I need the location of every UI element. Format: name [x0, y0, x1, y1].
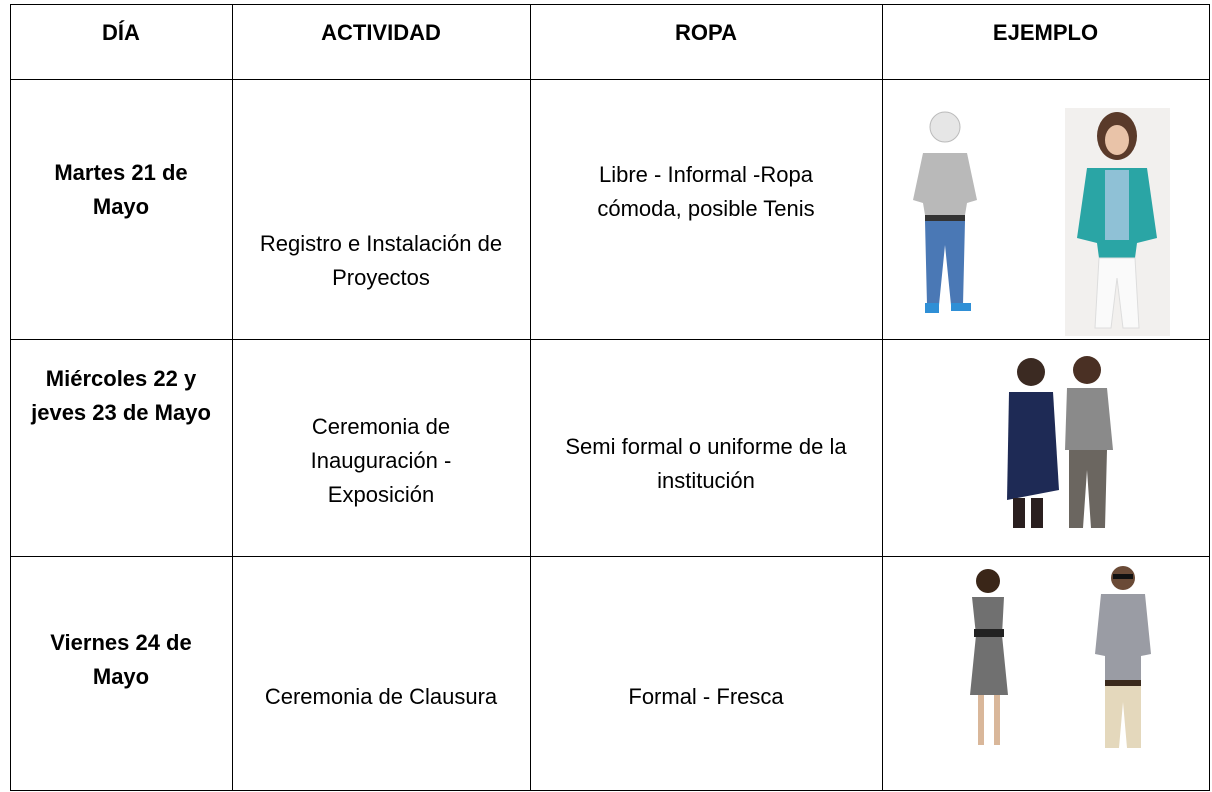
- header-text: EJEMPLO: [992, 20, 1099, 45]
- header-cell: ROPA: [530, 16, 882, 50]
- day-cell: Miércoles 22 y jeves 23 de Mayo: [10, 362, 232, 430]
- example-image: [1007, 356, 1113, 528]
- border: [232, 4, 233, 791]
- border: [882, 4, 883, 791]
- cell-text: institución: [657, 468, 755, 493]
- cell-text: Viernes 24 de: [50, 630, 192, 655]
- header-text: DÍA: [102, 20, 140, 45]
- activity-cell: Ceremonia de Clausura: [232, 680, 530, 714]
- border: [530, 4, 531, 791]
- border: [10, 556, 1210, 557]
- clothing-cell: Semi formal o uniforme de la institución: [530, 430, 882, 498]
- border: [10, 339, 1210, 340]
- header-text: ACTIVIDAD: [321, 20, 441, 45]
- activity-cell: Registro e Instalación de Proyectos: [232, 227, 530, 295]
- cell-text: Inauguración -: [310, 448, 452, 473]
- border: [10, 4, 11, 791]
- cell-text: Formal - Fresca: [628, 684, 784, 709]
- cell-text: Mayo: [92, 664, 150, 689]
- clothing-cell: Libre - Informal -Ropa cómoda, posible T…: [530, 158, 882, 226]
- cell-text: Ceremonia de: [311, 414, 451, 439]
- header-cell: ACTIVIDAD: [232, 16, 530, 50]
- cell-text: Libre - Informal -Ropa: [599, 162, 813, 187]
- day-cell: Martes 21 de Mayo: [10, 156, 232, 224]
- cell-text: Mayo: [92, 194, 150, 219]
- border: [1209, 4, 1210, 791]
- header-text: ROPA: [675, 20, 737, 45]
- example-image: [1095, 566, 1151, 748]
- border: [10, 790, 1210, 791]
- cell-text: jeves 23 de Mayo: [31, 400, 211, 425]
- cell-text: Miércoles 22 y: [45, 366, 197, 391]
- border: [10, 4, 1210, 5]
- cell-text: cómoda, posible Tenis: [597, 196, 815, 221]
- header-cell: DÍA: [10, 16, 232, 50]
- cell-text: Exposición: [327, 482, 435, 507]
- example-image: [913, 111, 977, 313]
- cell-text: Ceremonia de Clausura: [264, 684, 498, 709]
- cell-text: Registro e Instalación de: [259, 231, 503, 256]
- day-cell: Viernes 24 de Mayo: [10, 626, 232, 694]
- border: [10, 79, 1210, 80]
- header-cell: EJEMPLO: [882, 16, 1209, 50]
- example-image: [1065, 108, 1170, 336]
- activity-cell: Ceremonia de Inauguración - Exposición: [232, 410, 530, 512]
- example-image: [970, 569, 1008, 745]
- cell-text: Martes 21 de: [54, 160, 188, 185]
- clothing-cell: Formal - Fresca: [530, 680, 882, 714]
- cell-text: Proyectos: [332, 265, 430, 290]
- cell-text: Semi formal o uniforme de la: [565, 434, 847, 459]
